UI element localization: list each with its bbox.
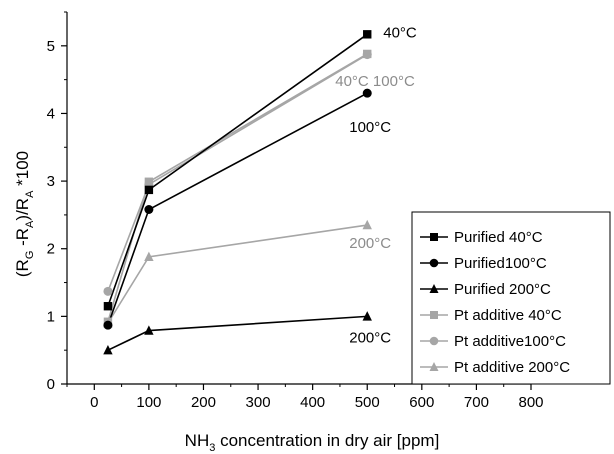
data-point: [144, 185, 154, 195]
data-point: [103, 302, 113, 311]
x-tick-label: 100: [136, 394, 161, 411]
legend-item: Pt additive 40°C: [420, 307, 562, 324]
legend-marker: [429, 284, 439, 293]
legend-marker: [429, 336, 439, 346]
y-tick-label: 1: [47, 308, 55, 325]
data-point: [363, 30, 372, 39]
legend-box: [411, 211, 611, 385]
legend-label: Pt additive 40°C: [454, 307, 562, 324]
series-line: [107, 33, 368, 307]
legend-marker: [429, 258, 439, 268]
annotation-label: 100°C: [349, 119, 391, 136]
legend-marker: [430, 233, 438, 241]
y-tick-label: 4: [47, 105, 55, 122]
annotation-label: 40°C 100°C: [335, 73, 415, 90]
data-point: [144, 325, 154, 335]
y-tick-label: 2: [47, 241, 55, 258]
legend-label: Purified100°C: [454, 255, 547, 272]
legend-label: Purified 40°C: [454, 229, 543, 246]
legend-label: Pt additive 200°C: [454, 359, 570, 376]
x-tick-label: 800: [518, 394, 543, 411]
data-point: [362, 311, 372, 321]
data-point: [144, 204, 154, 214]
x-tick-label: 300: [246, 394, 271, 411]
data-point: [362, 50, 372, 60]
legend: Purified 40°C Purified100°C Purified 200°C…: [411, 211, 611, 385]
legend-label: Purified 200°C: [454, 281, 551, 298]
data-point: [103, 344, 113, 355]
annotation-label: 40°C: [383, 24, 417, 41]
x-tick-label: 200: [191, 394, 216, 411]
legend-item: Purified100°C: [420, 255, 547, 272]
y-axis-title: (RG -RA)/RA *100: [13, 151, 36, 277]
plot-markers: [103, 30, 372, 355]
legend-item: Purified 200°C: [420, 281, 551, 298]
data-point: [103, 286, 113, 296]
x-tick-label: 0: [90, 394, 98, 411]
legend-marker: [430, 311, 438, 319]
legend-item: Pt additive 200°C: [420, 359, 570, 376]
y-axis-ticks: 0 1 2 3 4 5: [47, 11, 67, 393]
annotations: 40°C 40°C 100°C 100°C 200°C 200°C: [335, 24, 417, 346]
x-tick-label: 600: [409, 394, 434, 411]
legend-item: Purified 40°C: [420, 229, 543, 246]
legend-label: Pt additive100°C: [454, 333, 566, 350]
y-tick-label: 3: [47, 173, 55, 190]
x-tick-label: 700: [464, 394, 489, 411]
data-point: [103, 320, 113, 330]
annotation-label: 200°C: [349, 235, 391, 252]
annotation-label: 200°C: [349, 329, 391, 346]
legend-marker: [429, 362, 439, 371]
x-axis-title: NH3 concentration in dry air [ppm]: [185, 431, 440, 454]
y-tick-label: 5: [47, 38, 55, 55]
data-point: [362, 219, 372, 230]
legend-item: Pt additive100°C: [420, 333, 566, 350]
data-point: [362, 88, 372, 98]
y-tick-label: 0: [47, 376, 55, 393]
x-tick-label: 500: [355, 394, 380, 411]
x-tick-label: 400: [300, 394, 325, 411]
series-line: [107, 224, 368, 324]
data-point: [144, 251, 154, 262]
x-axis-ticks: 0 100 200 300 400 500 600 700 800: [66, 384, 544, 411]
